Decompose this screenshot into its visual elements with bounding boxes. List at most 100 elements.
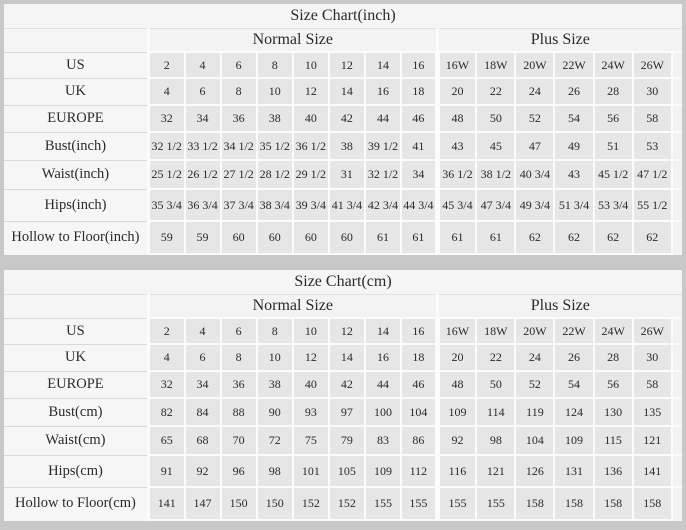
size-cell: 47 (514, 131, 556, 161)
size-cell: 115 (592, 425, 634, 456)
size-cell: 62 (592, 220, 634, 255)
size-cell: 35 1/2 (255, 131, 294, 161)
size-cell: 50 (475, 104, 517, 133)
size-cell: 61 (363, 220, 403, 255)
size-cell: 26 (553, 343, 595, 372)
size-cell: 136 (592, 454, 634, 488)
size-cell: 152 (327, 486, 366, 521)
size-cell: 104 (400, 397, 439, 427)
size-cell: 38 (327, 131, 366, 161)
table-row: Waist(cm) 65 68 70 72 75 79 83 86 92 98 104 109 115 12… (4, 425, 682, 456)
row-label: US (4, 317, 150, 344)
size-cell: 90 (255, 397, 294, 427)
row-label: UK (4, 343, 150, 371)
size-cell: 65 (147, 425, 186, 456)
size-cell: 50 (475, 370, 517, 399)
size-cell: 141 (147, 486, 186, 521)
size-cell: 42 3/4 (363, 188, 403, 222)
row-label: EUROPE (4, 104, 150, 132)
size-cell: 60 (327, 220, 366, 255)
group-header: Plus Size (435, 294, 682, 318)
size-cell: 26 1/2 (183, 159, 222, 190)
gutter-cell (670, 486, 682, 520)
size-cell: 45 1/2 (592, 159, 634, 190)
size-cell: 18 (400, 343, 439, 372)
table-row: EUROPE 32 34 36 38 40 42 44 46 48 50 52 54 56 58 (4, 104, 682, 133)
table-row: Size Chart(cm) (4, 270, 682, 295)
size-cell: 36 (219, 104, 258, 133)
row-label: Hollow to Floor(cm) (4, 486, 150, 520)
size-cell: 41 3/4 (327, 188, 366, 222)
gutter-cell (670, 317, 682, 344)
size-cell: 16W (434, 51, 478, 79)
size-cell: 147 (183, 486, 222, 521)
group-header: Normal Size (146, 28, 438, 52)
size-cell: 60 (255, 220, 294, 255)
size-cell: 30 (631, 77, 673, 106)
size-cell: 18W (475, 51, 517, 79)
size-cell: 70 (219, 425, 258, 456)
size-cell: 38 1/2 (475, 159, 517, 190)
size-cell: 121 (631, 425, 673, 456)
gutter-cell (670, 159, 682, 189)
size-cell: 24 (514, 343, 556, 372)
table-row: Normal Size Plus Size (4, 294, 682, 318)
size-cell: 30 (631, 343, 673, 372)
size-cell: 28 (592, 77, 634, 106)
size-cell: 38 (255, 370, 294, 399)
row-label: Hollow to Floor(inch) (4, 220, 150, 254)
size-cell: 114 (475, 397, 517, 427)
size-cell: 48 (434, 370, 478, 399)
size-cell: 150 (219, 486, 258, 521)
size-cell: 155 (434, 486, 478, 521)
corner-cell (4, 28, 149, 52)
size-cell: 61 (400, 220, 439, 255)
table-row: Waist(inch) 25 1/2 26 1/2 27 1/2 28 1/2 29 1/… (4, 159, 682, 190)
size-cell: 35 3/4 (147, 188, 186, 222)
size-cell: 45 3/4 (434, 188, 478, 222)
size-cell: 100 (363, 397, 403, 427)
size-cell: 20 (434, 343, 478, 372)
size-cell: 56 (592, 104, 634, 133)
row-label: Hips(cm) (4, 454, 150, 487)
table-row: Bust(inch) 32 1/2 33 1/2 34 1/2 35 1/2 36 1/2… (4, 131, 682, 161)
size-cell: 109 (363, 454, 403, 488)
size-cell: 47 1/2 (631, 159, 673, 190)
size-cell: 34 (183, 104, 222, 133)
size-cell: 62 (553, 220, 595, 255)
size-cell: 109 (434, 397, 478, 427)
size-cell: 43 (553, 159, 595, 190)
size-cell: 61 (434, 220, 478, 255)
size-cell: 86 (400, 425, 439, 456)
gutter-cell (670, 343, 682, 371)
size-cell: 16 (400, 317, 439, 345)
gutter-cell (670, 104, 682, 132)
size-cell: 14 (327, 343, 366, 372)
gutter-cell (670, 397, 682, 426)
corner-cell (4, 294, 149, 318)
size-cell: 24 (514, 77, 556, 106)
size-cell: 16 (363, 77, 403, 106)
size-cell: 93 (291, 397, 330, 427)
size-cell: 53 (631, 131, 673, 161)
size-cell: 124 (553, 397, 595, 427)
size-cell: 34 1/2 (219, 131, 258, 161)
table-row: Size Chart(inch) (4, 4, 682, 29)
size-cell: 109 (553, 425, 595, 456)
size-cell: 39 3/4 (291, 188, 330, 222)
gutter-cell (670, 131, 682, 160)
size-cell: 82 (147, 397, 186, 427)
size-cell: 4 (183, 317, 222, 345)
size-cell: 52 (514, 104, 556, 133)
size-cell: 46 (400, 104, 439, 133)
row-label: Waist(inch) (4, 159, 150, 189)
size-cell: 10 (255, 77, 294, 106)
size-cell: 155 (363, 486, 403, 521)
size-cell: 22W (553, 317, 595, 345)
size-cell: 28 1/2 (255, 159, 294, 190)
size-cell: 20W (514, 317, 556, 345)
size-cell: 39 1/2 (363, 131, 403, 161)
size-cell: 96 (219, 454, 258, 488)
table-row: UK 4 6 8 10 12 14 16 18 20 22 24 26 28 30 (4, 77, 682, 106)
size-cell: 51 (592, 131, 634, 161)
